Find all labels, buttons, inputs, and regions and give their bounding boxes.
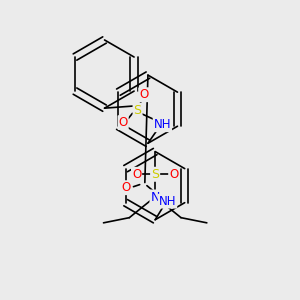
Text: NH: NH [154,118,171,131]
Text: NH: NH [159,195,176,208]
Text: O: O [132,168,141,181]
Text: O: O [118,116,128,129]
Text: S: S [151,168,159,181]
Text: O: O [169,168,178,181]
Text: O: O [139,88,148,101]
Text: S: S [134,104,142,117]
Text: O: O [122,181,131,194]
Text: N: N [151,190,160,203]
